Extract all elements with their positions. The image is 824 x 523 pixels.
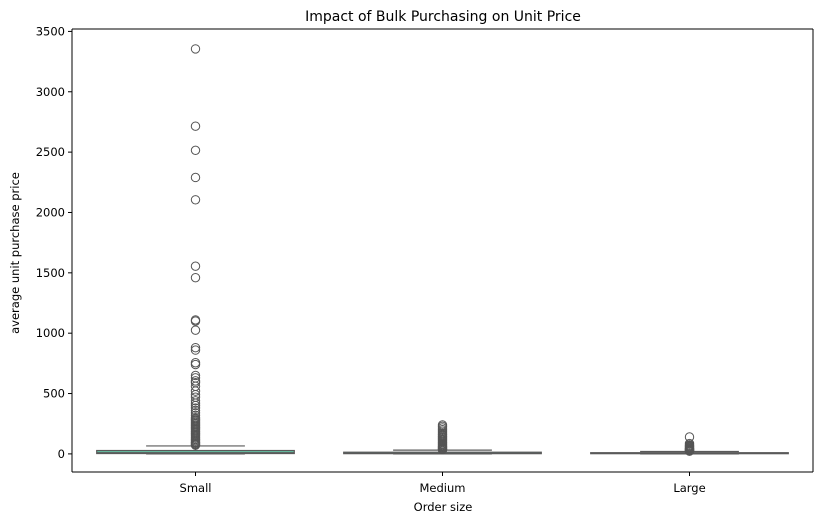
y-axis: 0 500 1000 1500 2000 2500 3000 3500 [36,24,814,472]
outlier-point [190,44,201,54]
box-group [590,432,789,456]
y-tick-label: 1500 [36,266,65,280]
outlier-point [190,172,201,183]
outlier-point [190,398,201,408]
outlier-point [190,396,201,406]
x-axis-label: Order size [414,500,473,514]
outlier-point [190,272,201,283]
outlier-point [190,195,201,205]
outlier-point [190,358,201,368]
outlier-point [190,316,201,326]
outlier-point [684,446,695,456]
y-tick-label: 500 [43,387,65,401]
y-tick-label: 2000 [36,205,65,219]
box-group [96,44,295,455]
y-axis-label: average unit purchase price [8,172,22,334]
y-tick-label: 0 [58,447,65,461]
x-tick-label: Medium [420,481,466,495]
outlier-point [684,432,695,442]
outlier-point [190,145,201,156]
outlier-point [437,445,448,455]
outlier-point [190,386,201,396]
outlier-point [190,400,201,411]
outlier-point [190,342,201,353]
outlier-point [190,121,201,131]
x-tick-label: Large [673,481,705,495]
y-tick-label: 3500 [36,24,65,38]
x-axis: Small Medium Large [72,28,813,495]
y-tick-label: 3000 [36,85,65,99]
x-tick-label: Small [180,481,212,495]
outlier-point [190,440,201,450]
outlier-point [190,325,201,335]
outlier-point [190,403,201,413]
outlier-point [190,261,201,271]
outlier-point [190,370,201,381]
box-group [343,420,542,455]
outlier-point [190,359,201,370]
outlier-point [190,345,201,355]
chart-title: Impact of Bulk Purchasing on Unit Price [305,9,581,25]
y-tick-label: 2500 [36,145,65,159]
y-tick-label: 1000 [36,326,65,340]
plot-area [96,44,789,456]
box [96,449,295,455]
